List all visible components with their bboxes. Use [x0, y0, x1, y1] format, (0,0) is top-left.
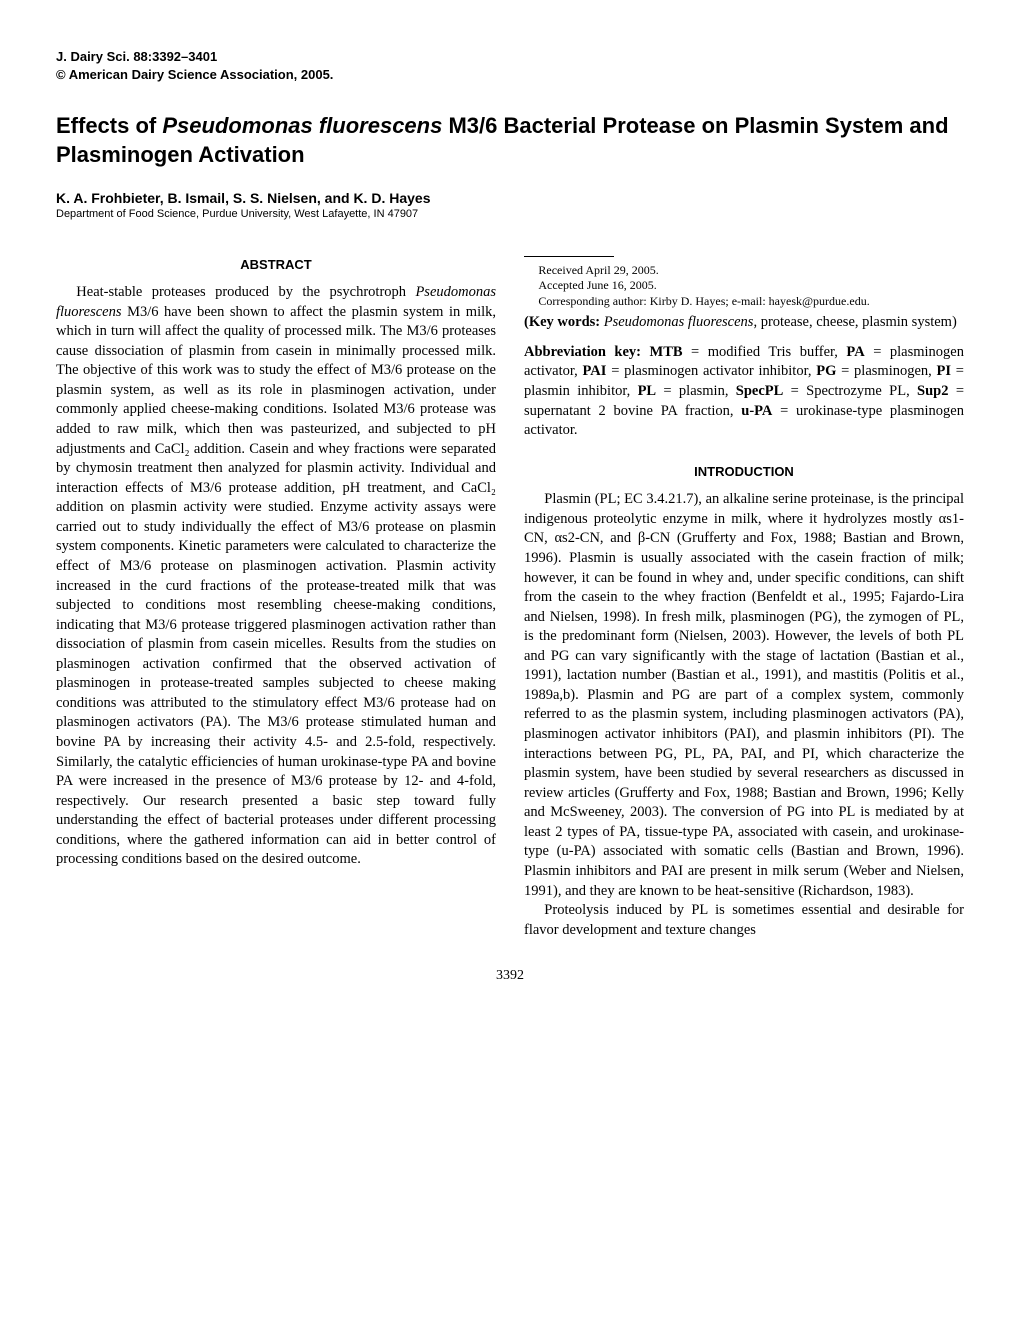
article-title: Effects of Pseudomonas fluorescens M3/6 …: [56, 112, 964, 169]
abstract-heading: ABSTRACT: [56, 256, 496, 274]
introduction-heading: INTRODUCTION: [524, 463, 964, 481]
footnote-corresponding: Corresponding author: Kirby D. Hayes; e-…: [524, 294, 964, 310]
footnote-received: Received April 29, 2005.: [524, 263, 964, 279]
body-columns: ABSTRACT Heat-stable proteases produced …: [56, 256, 964, 941]
affiliation: Department of Food Science, Purdue Unive…: [56, 208, 964, 220]
footnote-accepted: Accepted June 16, 2005.: [524, 278, 964, 294]
abstract-text-c: M3/6 have been shown to affect the plasm…: [56, 304, 496, 868]
abbrev-label: Abbreviation key:: [524, 344, 650, 360]
footnote-block: Received April 29, 2005. Accepted June 1…: [524, 256, 964, 310]
title-species: Pseudomonas fluorescens: [162, 113, 442, 138]
abstract-paragraph: Heat-stable proteases produced by the ps…: [56, 283, 496, 870]
keywords: (Key words: Pseudomonas fluorescens, pro…: [524, 313, 964, 333]
keywords-species: Pseudomonas fluorescens: [600, 314, 753, 330]
authors: K. A. Frohbieter, B. Ismail, S. S. Niels…: [56, 190, 964, 206]
page-number: 3392: [56, 968, 964, 984]
keywords-label: (Key words:: [524, 314, 600, 330]
journal-copyright: © American Dairy Science Association, 20…: [56, 66, 964, 84]
introduction-p2: Proteolysis induced by PL is sometimes e…: [524, 901, 964, 940]
abstract-text-a: Heat-stable proteases produced by the ps…: [76, 284, 415, 300]
title-pre: Effects of: [56, 113, 162, 138]
keywords-rest: , protease, cheese, plasmin system): [753, 314, 956, 330]
journal-info: J. Dairy Sci. 88:3392–3401 © American Da…: [56, 48, 964, 84]
footnotes: Received April 29, 2005. Accepted June 1…: [524, 263, 964, 310]
journal-citation: J. Dairy Sci. 88:3392–3401: [56, 48, 964, 66]
introduction-p1: Plasmin (PL; EC 3.4.21.7), an alkaline s…: [524, 490, 964, 901]
abbreviation-key: Abbreviation key: MTB = modified Tris bu…: [524, 343, 964, 441]
footnote-rule: [524, 256, 614, 257]
